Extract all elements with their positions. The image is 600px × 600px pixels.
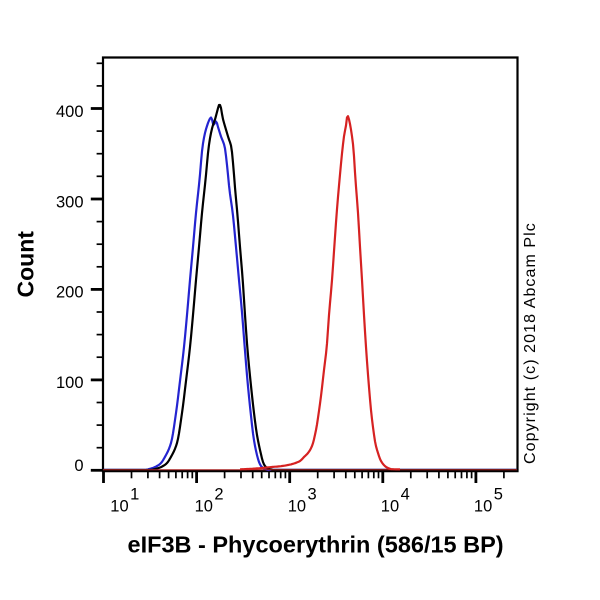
svg-text:400: 400 — [56, 103, 84, 121]
svg-text:4: 4 — [401, 485, 410, 503]
svg-text:10: 10 — [288, 498, 306, 516]
svg-text:Copyright (c) 2018 Abcam Plc: Copyright (c) 2018 Abcam Plc — [522, 222, 539, 464]
svg-text:0: 0 — [74, 457, 83, 475]
svg-text:10: 10 — [110, 498, 128, 516]
svg-text:1: 1 — [130, 485, 139, 503]
svg-text:200: 200 — [56, 284, 84, 302]
svg-text:2: 2 — [214, 485, 223, 503]
svg-text:10: 10 — [381, 498, 399, 516]
svg-text:3: 3 — [308, 485, 317, 503]
svg-text:10: 10 — [474, 498, 492, 516]
svg-text:eIF3B - Phycoerythrin (586/15: eIF3B - Phycoerythrin (586/15 BP) — [128, 532, 504, 558]
svg-text:5: 5 — [494, 485, 503, 503]
svg-text:Count: Count — [12, 231, 38, 298]
svg-text:10: 10 — [195, 498, 213, 516]
svg-text:100: 100 — [56, 374, 84, 392]
svg-text:300: 300 — [56, 193, 84, 211]
